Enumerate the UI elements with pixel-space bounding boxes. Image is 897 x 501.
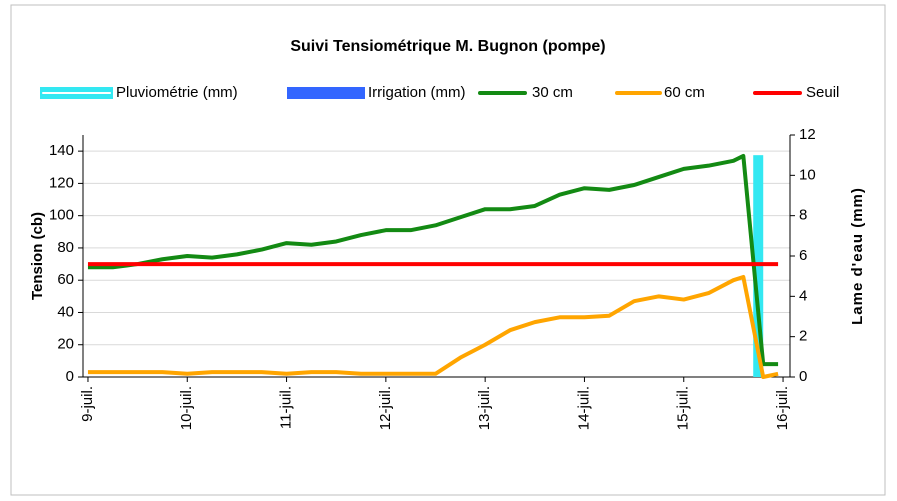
x-tick-label: 12-juil. <box>377 386 394 430</box>
y-tick-label: 80 <box>57 239 74 256</box>
y-axis-label: Tension (cb) <box>29 212 46 300</box>
x-tick-label: 13-juil. <box>476 386 493 430</box>
y2-tick-label: 2 <box>799 328 807 345</box>
chart-title: Suivi Tensiométrique M. Bugnon (pompe) <box>290 38 605 55</box>
y-tick-label: 20 <box>57 336 74 353</box>
y-tick-label: 40 <box>57 303 74 320</box>
y2-tick-label: 0 <box>799 368 807 385</box>
y2-tick-label: 6 <box>799 247 807 264</box>
x-tick-label: 11-juil. <box>278 386 295 429</box>
x-tick-label: 14-juil. <box>575 386 592 430</box>
legend-label: 60 cm <box>664 84 705 101</box>
x-tick-label: 10-juil. <box>178 386 195 430</box>
x-tick-label: 15-juil. <box>675 386 692 430</box>
y-tick-label: 100 <box>49 207 74 224</box>
legend-label: Pluviométrie (mm) <box>116 84 238 101</box>
y-tick-label: 0 <box>66 368 74 385</box>
y2-tick-label: 10 <box>799 166 816 183</box>
chart-frame <box>10 4 886 496</box>
y-tick-label: 120 <box>49 174 74 191</box>
legend-label: Seuil <box>806 84 839 101</box>
y-tick-label: 60 <box>57 271 74 288</box>
legend-label: 30 cm <box>532 84 573 101</box>
legend-label: Irrigation (mm) <box>368 84 466 101</box>
x-tick-label: 16-juil. <box>774 386 791 430</box>
line <box>87 153 779 367</box>
bar <box>753 155 764 377</box>
y-tick-label: 140 <box>49 142 74 159</box>
line <box>87 274 779 379</box>
y2-axis-label: Lame d'eau (mm) <box>849 187 866 325</box>
y2-tick-label: 4 <box>799 287 807 304</box>
y2-tick-label: 12 <box>799 126 816 143</box>
x-tick-label: 9-juil. <box>79 386 96 422</box>
y2-tick-label: 8 <box>799 207 807 224</box>
